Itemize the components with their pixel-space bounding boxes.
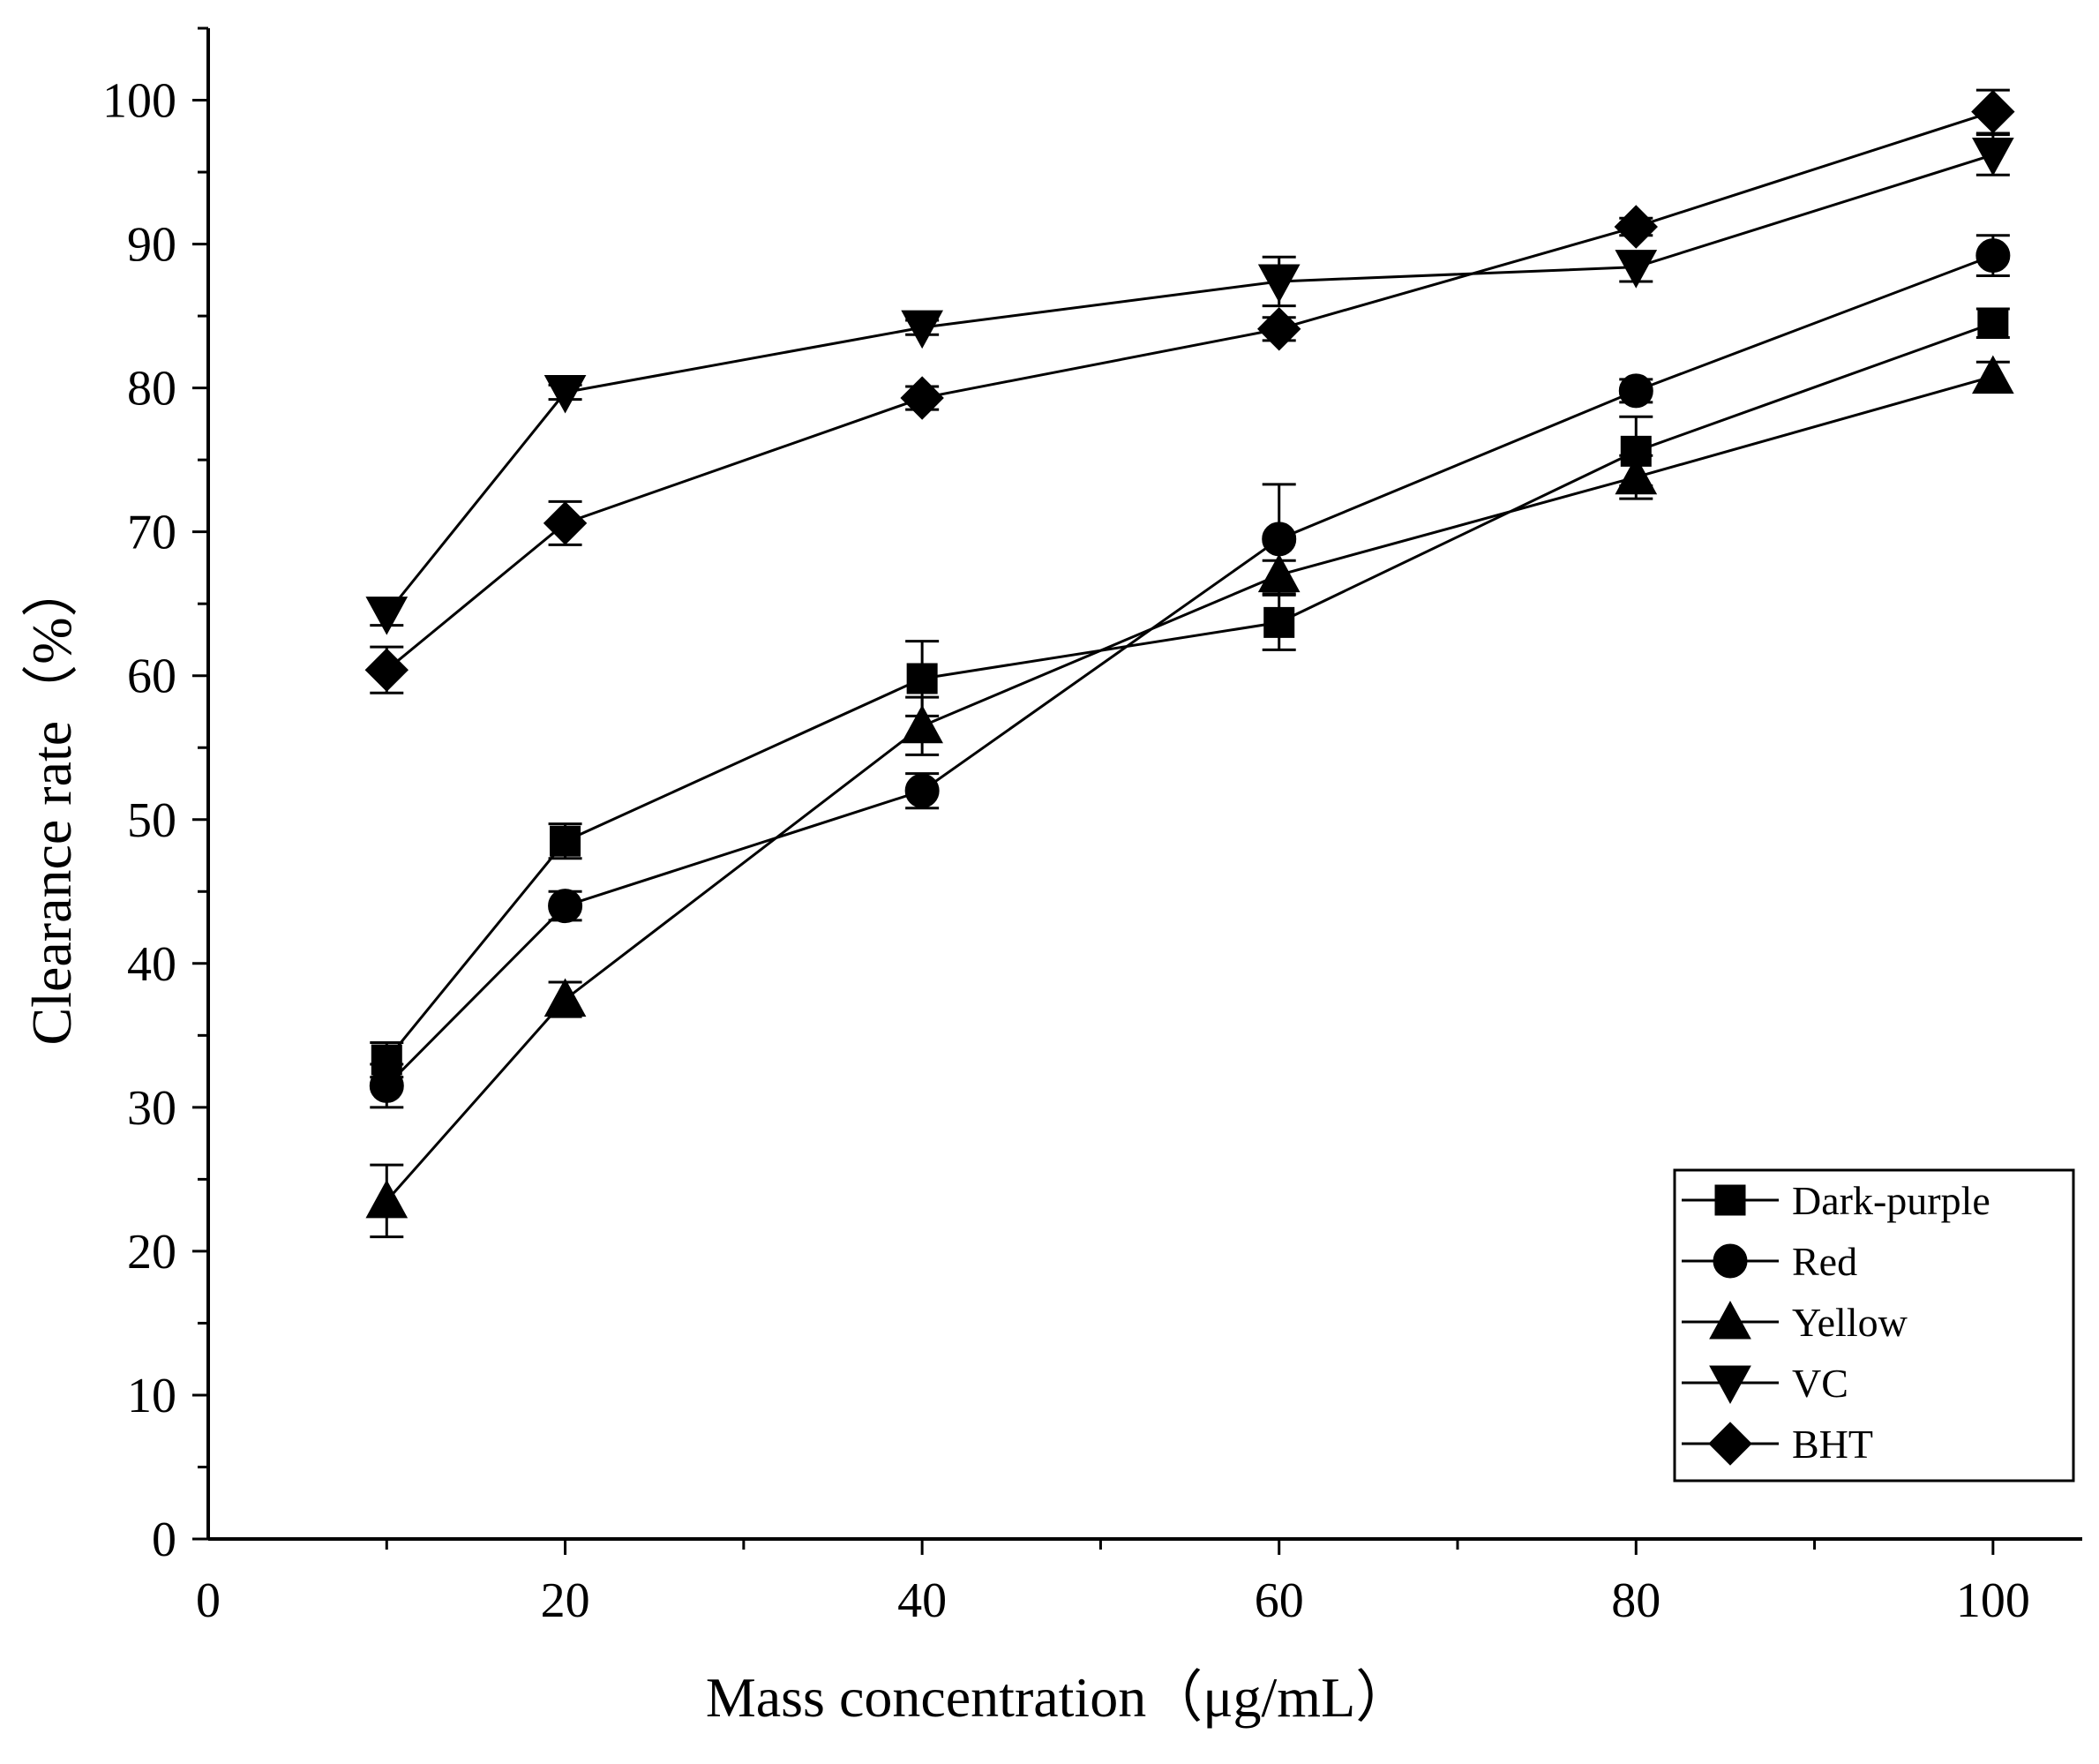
legend-marker-vc [1709, 1365, 1751, 1405]
legend-marker-dark-purple [1714, 1184, 1746, 1216]
data-point-dark-purple [550, 825, 581, 857]
y-tick-label: 40 [127, 937, 176, 992]
data-point-vc [1257, 264, 1301, 304]
legend-item-bht: BHT [1682, 1422, 1873, 1467]
data-point-bht [364, 648, 409, 692]
y-tick-label: 30 [127, 1081, 176, 1136]
legend: Dark-purple Red Yellow VC BHT [1673, 1168, 2075, 1483]
data-point-yellow [901, 704, 943, 744]
data-point-red [369, 1068, 404, 1103]
legend-item-yellow: Yellow [1682, 1300, 1908, 1345]
y-tick-label: 70 [127, 506, 176, 560]
data-point-yellow [1257, 553, 1301, 593]
y-tick-label: 90 [127, 218, 176, 273]
data-point-vc [1972, 137, 2014, 176]
y-tick-label: 10 [127, 1369, 176, 1423]
data-point-red [548, 889, 583, 924]
data-point-bht [543, 501, 588, 545]
data-point-dark-purple [1977, 307, 2009, 339]
legend-marker-bht [1708, 1422, 1752, 1466]
data-point-yellow [1615, 455, 1658, 495]
data-point-yellow [543, 978, 587, 1017]
legend-item-red: Red [1682, 1239, 1857, 1284]
legend-item-vc: VC [1682, 1361, 1848, 1406]
x-tick-label: 100 [1956, 1573, 2030, 1628]
legend-item-dark-purple: Dark-purple [1682, 1178, 1990, 1223]
x-ticks: 0 20 40 60 80 100 [196, 1539, 2030, 1628]
y-tick-label: 80 [127, 362, 176, 417]
legend-marker-red [1713, 1243, 1748, 1279]
legend-marker-yellow [1709, 1300, 1751, 1340]
x-tick-label: 60 [1255, 1573, 1304, 1628]
data-point-bht [1614, 205, 1658, 249]
axes: 0 20 40 60 80 100 0 10 20 30 40 50 60 70 80 90 100 [102, 26, 2082, 1628]
y-ticks: 0 10 20 30 40 50 60 70 80 90 100 [102, 26, 208, 1567]
y-tick-label: 20 [127, 1225, 176, 1280]
data-point-vc [543, 375, 587, 414]
legend-label: Red [1792, 1239, 1857, 1284]
y-axis-title: Clearance rate（%） [20, 560, 83, 1045]
legend-label: BHT [1792, 1422, 1873, 1467]
data-point-dark-purple [906, 663, 938, 694]
series-line-red [386, 254, 1994, 1087]
data-point-vc [1615, 250, 1658, 289]
y-tick-label: 50 [127, 793, 176, 848]
data-point-red [1618, 373, 1653, 409]
legend-label: Dark-purple [1792, 1178, 1990, 1223]
x-tick-label: 20 [541, 1573, 590, 1628]
data-point-red [1262, 522, 1297, 557]
y-tick-label: 60 [127, 649, 176, 704]
legend-items: Dark-purple Red Yellow VC BHT [1682, 1178, 1990, 1467]
series-line-yellow [386, 375, 1994, 1202]
series-lines [386, 110, 1994, 1202]
x-tick-label: 40 [897, 1573, 947, 1628]
legend-label: Yellow [1792, 1300, 1908, 1345]
data-point-red [1975, 238, 2011, 274]
data-point-dark-purple [1263, 606, 1295, 638]
data-point-bht [900, 376, 944, 420]
data-point-bht [1971, 89, 2015, 134]
x-tick-label: 80 [1611, 1573, 1660, 1628]
data-point-red [904, 773, 940, 808]
series-markers [364, 89, 2015, 1219]
data-point-vc [365, 597, 409, 635]
data-point-yellow [1972, 355, 2014, 394]
data-point-vc [901, 310, 943, 349]
x-tick-label: 0 [196, 1573, 221, 1628]
legend-label: VC [1792, 1361, 1848, 1406]
y-tick-label: 100 [102, 74, 176, 129]
y-tick-label: 0 [152, 1513, 176, 1567]
x-axis-title: Mass concentration（μg/mL） [706, 1666, 1412, 1729]
series-line-bht [386, 110, 1994, 672]
data-point-yellow [365, 1179, 409, 1219]
data-point-bht [1257, 307, 1301, 351]
series-line-vc [386, 154, 1994, 615]
